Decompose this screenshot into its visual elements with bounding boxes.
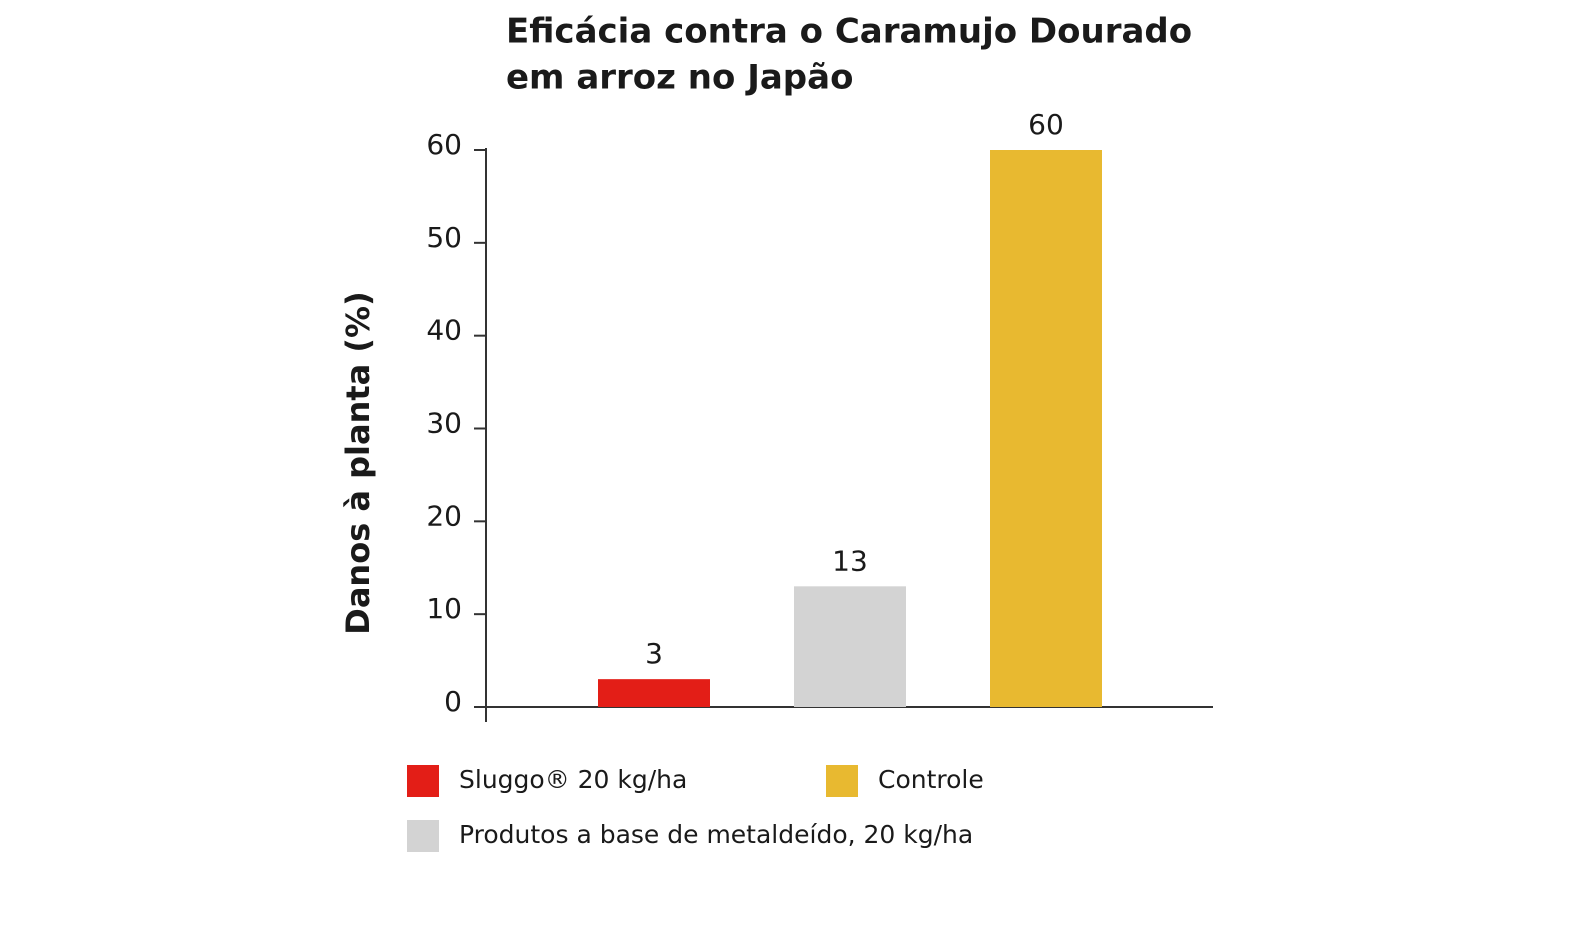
legend-label: Produtos a base de metaldeído, 20 kg/ha <box>459 820 973 849</box>
chart-title: em arroz no Japão <box>506 58 853 98</box>
data-label: 3 <box>645 637 663 670</box>
y-tick-label: 10 <box>426 592 462 625</box>
legend-swatch <box>407 820 439 852</box>
bar <box>598 679 710 707</box>
data-label: 60 <box>1028 108 1064 141</box>
legend-swatch <box>826 765 858 797</box>
y-tick-label: 20 <box>426 499 462 532</box>
y-tick-label: 0 <box>444 685 462 718</box>
y-tick-label: 30 <box>426 407 462 440</box>
y-tick-label: 60 <box>426 128 462 161</box>
y-tick-label: 50 <box>426 221 462 254</box>
chart-title: Eficácia contra o Caramujo Dourado <box>506 12 1192 52</box>
y-axis-label: Danos à planta (%) <box>339 291 377 634</box>
legend-label: Sluggo® 20 kg/ha <box>459 765 687 794</box>
legend-swatch <box>407 765 439 797</box>
data-label: 13 <box>832 544 868 577</box>
y-tick-label: 40 <box>426 314 462 347</box>
bar <box>794 586 906 707</box>
bar <box>990 150 1102 707</box>
legend-label: Controle <box>878 765 984 794</box>
